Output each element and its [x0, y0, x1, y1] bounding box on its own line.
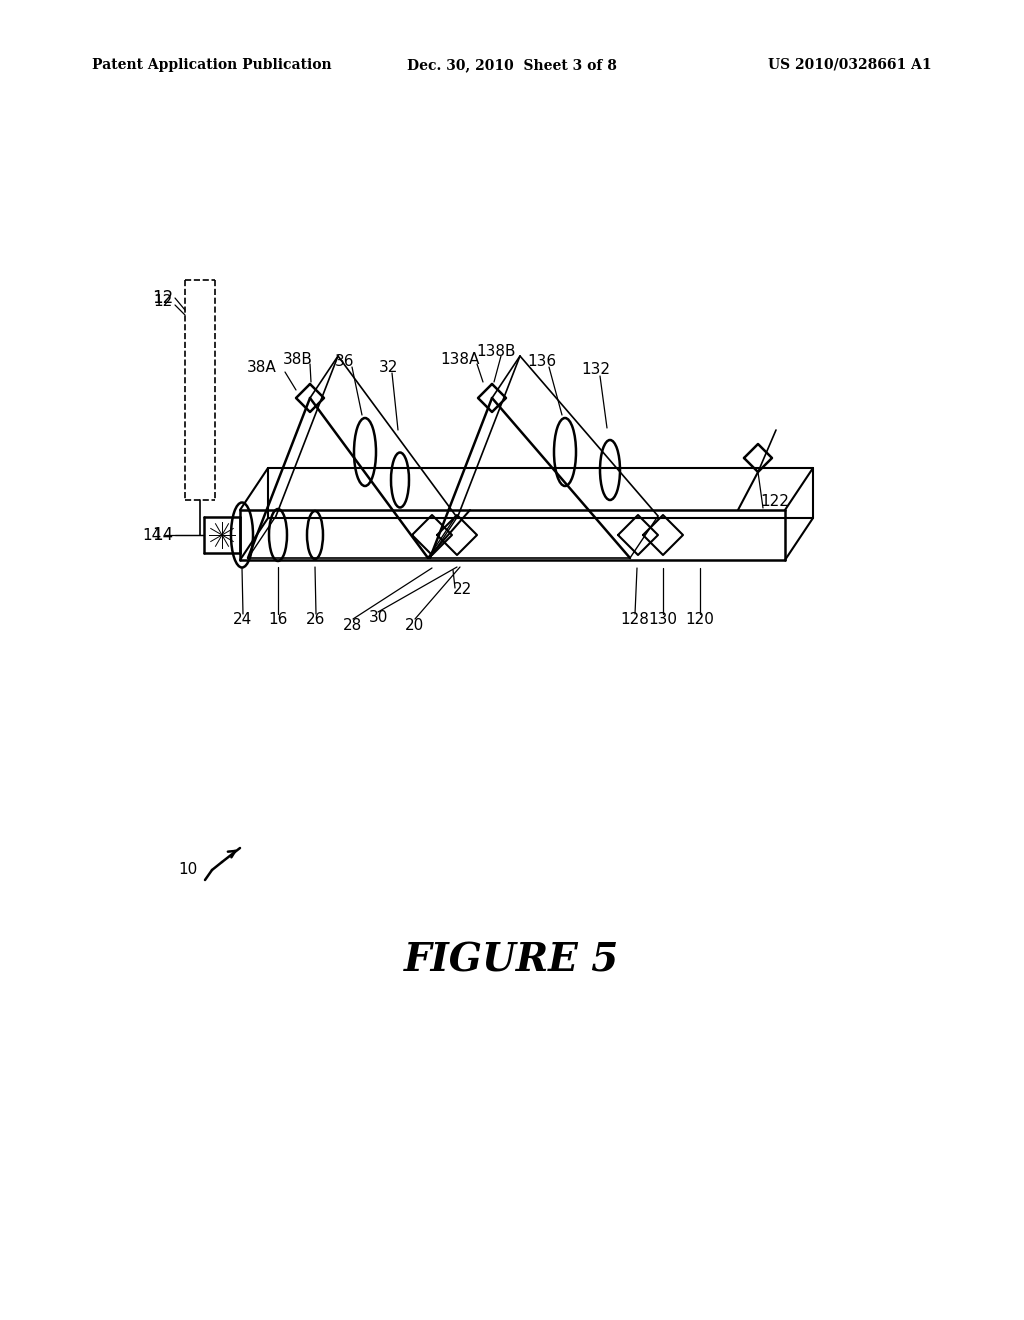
Text: 136: 136 — [527, 355, 557, 370]
Text: 138A: 138A — [440, 352, 479, 367]
Text: 10: 10 — [178, 862, 198, 878]
Text: 38B: 38B — [283, 352, 313, 367]
Text: 24: 24 — [233, 612, 253, 627]
Text: FIGURE 5: FIGURE 5 — [404, 941, 620, 979]
Text: Dec. 30, 2010  Sheet 3 of 8: Dec. 30, 2010 Sheet 3 of 8 — [408, 58, 616, 73]
Text: 38A: 38A — [247, 360, 276, 375]
Text: 130: 130 — [648, 612, 678, 627]
Text: 120: 120 — [685, 612, 715, 627]
Text: 22: 22 — [453, 582, 472, 598]
Text: 12: 12 — [153, 289, 174, 308]
Text: 14: 14 — [142, 528, 162, 543]
Text: 14: 14 — [153, 525, 173, 544]
Text: 132: 132 — [582, 363, 610, 378]
Text: 16: 16 — [268, 612, 288, 627]
Text: 32: 32 — [378, 360, 397, 375]
Text: 30: 30 — [369, 610, 388, 626]
Text: 26: 26 — [306, 612, 326, 627]
Text: 122: 122 — [761, 495, 790, 510]
Text: 138B: 138B — [476, 345, 516, 359]
Text: 28: 28 — [343, 618, 362, 632]
Text: 12: 12 — [154, 294, 173, 309]
Text: 128: 128 — [621, 612, 649, 627]
Text: 36: 36 — [335, 355, 354, 370]
Text: US 2010/0328661 A1: US 2010/0328661 A1 — [768, 58, 932, 73]
Text: 20: 20 — [406, 618, 425, 632]
Text: Patent Application Publication: Patent Application Publication — [92, 58, 332, 73]
